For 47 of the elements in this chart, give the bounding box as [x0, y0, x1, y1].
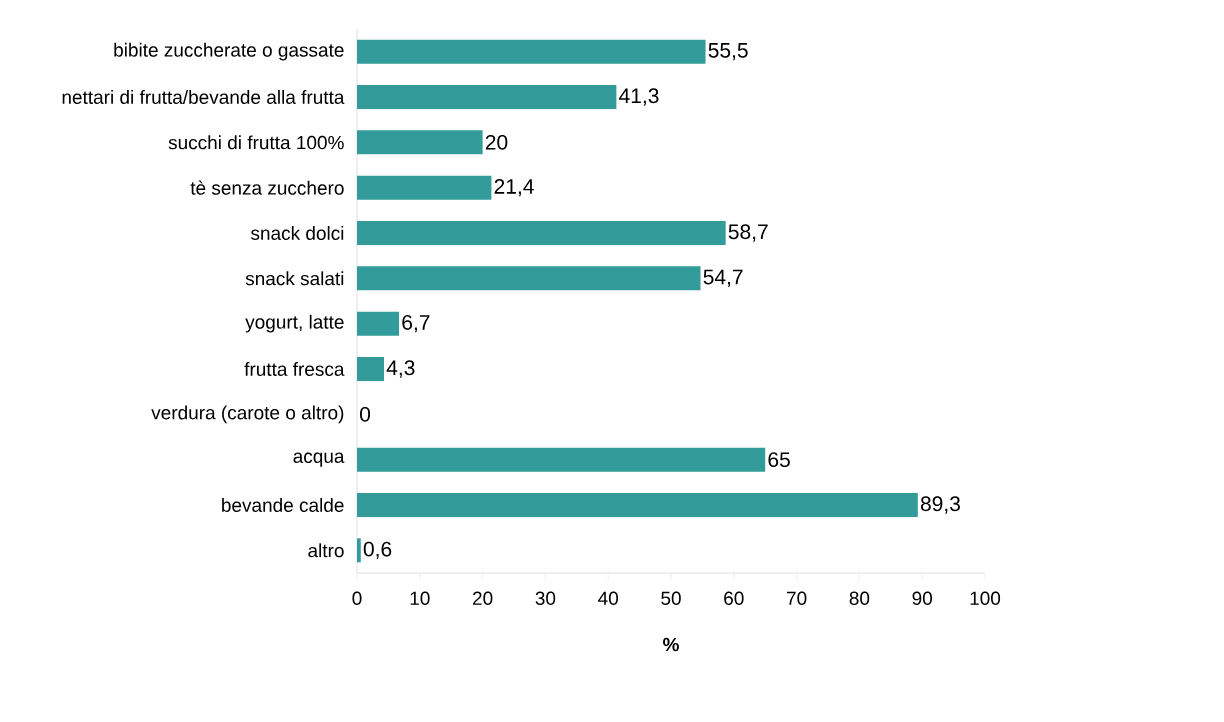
data-label: 6,7: [402, 314, 430, 333]
data-label: 4,3: [386, 360, 415, 378]
data-label: 89,3: [920, 496, 960, 514]
bar: [357, 39, 706, 64]
x-tick-label: 30: [535, 591, 556, 605]
bar: [357, 492, 918, 517]
data-label: 54,7: [703, 269, 743, 287]
y-tick-label: yogurt, latte: [245, 314, 344, 333]
x-tick-label: 0: [352, 591, 362, 605]
bar: [357, 311, 400, 336]
x-tick-label: 100: [970, 591, 1001, 605]
y-tick-label: snack salati: [245, 271, 344, 286]
x-tick-label: 80: [849, 591, 870, 605]
x-tick-label: 20: [472, 591, 493, 605]
y-tick-label: succhi di frutta 100%: [168, 135, 344, 150]
bar: [357, 266, 701, 291]
y-tick-label: snack dolci: [251, 226, 344, 240]
y-tick-label: tè senza zucchero: [190, 180, 344, 195]
y-tick-label: altro: [308, 543, 344, 558]
x-tick-label: 70: [787, 591, 807, 605]
bar: [357, 130, 483, 155]
x-axis-title: %: [663, 637, 679, 652]
data-label: 20: [485, 134, 508, 150]
y-tick-label: bibite zuccherate o gassate: [114, 42, 344, 61]
data-label: 58,7: [728, 224, 768, 242]
bar: [357, 220, 726, 245]
data-label: 0: [360, 406, 371, 422]
y-tick-label: verdura (carote o altro): [151, 405, 344, 424]
data-label: 65: [768, 452, 790, 468]
x-tick-label: 90: [912, 591, 933, 605]
y-tick-label: acqua: [293, 452, 345, 467]
y-tick-label: bevande calde: [222, 498, 344, 512]
bar: [357, 175, 492, 200]
data-label: 21,4: [494, 178, 534, 197]
bar: [357, 447, 766, 472]
x-tick-label: 50: [661, 591, 681, 605]
bar: [357, 357, 385, 381]
data-label: 0,6: [363, 541, 392, 559]
data-label: 55,5: [708, 43, 748, 61]
x-tick-label: 40: [598, 591, 619, 605]
x-tick-label: 60: [724, 591, 744, 605]
x-tick-label: 10: [410, 591, 430, 605]
data-label: 41,3: [619, 88, 659, 106]
y-tick-label: frutta fresca: [244, 362, 345, 376]
bar: [357, 538, 361, 563]
y-tick-label: nettari di frutta/bevande alla frutta: [62, 90, 345, 104]
bar: [357, 85, 617, 109]
